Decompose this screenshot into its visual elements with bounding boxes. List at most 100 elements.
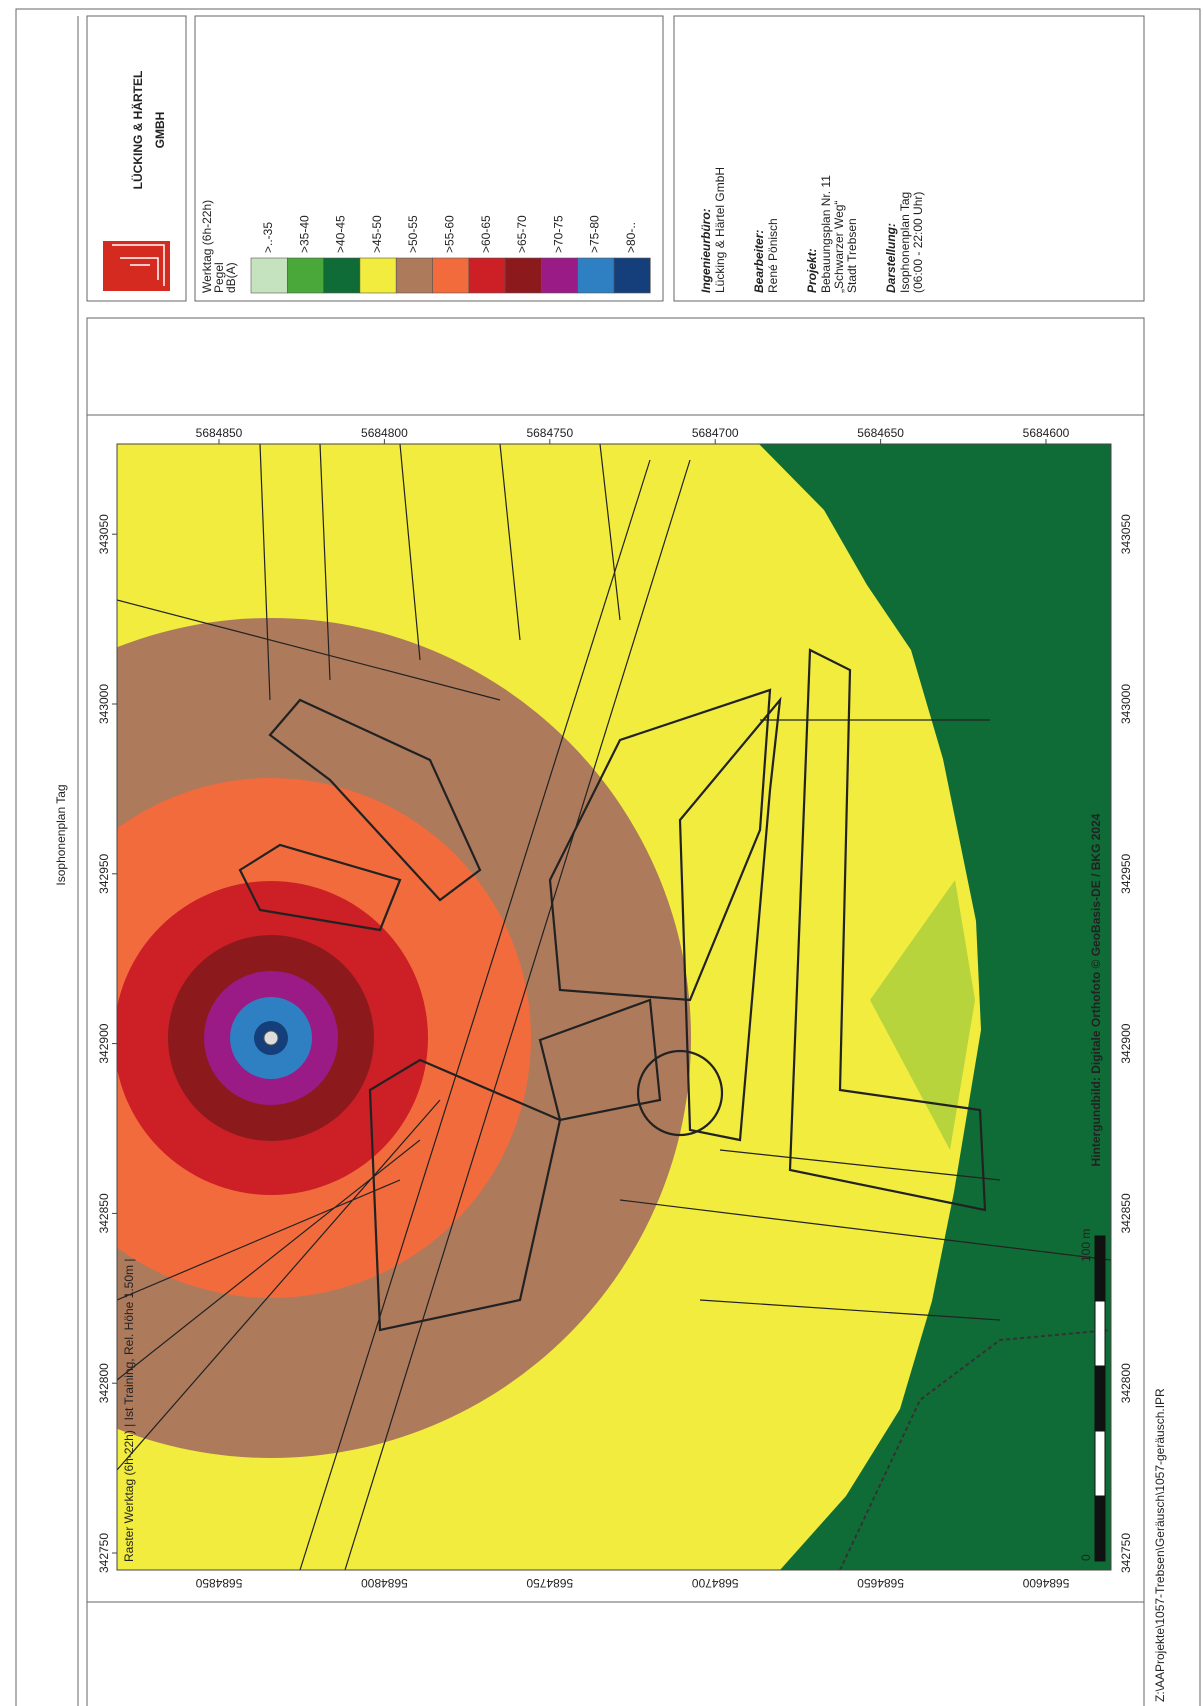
legend-label: >55-60 xyxy=(443,215,457,253)
easting-label: 343050 xyxy=(97,514,111,554)
roundabout xyxy=(636,1049,724,1137)
easting-label: 342950 xyxy=(97,853,111,893)
legend-label: >50-55 xyxy=(406,215,420,253)
scale-bar-segment xyxy=(1094,1235,1106,1302)
scale-bar-segment xyxy=(1094,1365,1106,1432)
northing-label: 5684750 xyxy=(526,426,573,440)
scale-end: 100 m xyxy=(1079,1229,1093,1262)
legend-label: >35-40 xyxy=(297,215,311,253)
info-heading: Darstellung: xyxy=(884,223,898,293)
info-line: René Pönisch xyxy=(766,218,780,293)
legend-header: dB(A) xyxy=(224,262,238,293)
northing-label: 5684850 xyxy=(196,426,243,440)
easting-label: 342800 xyxy=(97,1363,111,1403)
northing-label: 5684850 xyxy=(195,1576,242,1590)
easting-label: 342800 xyxy=(1119,1363,1133,1403)
legend-swatch xyxy=(250,257,288,294)
legend-swatch xyxy=(468,257,506,294)
legend-header: Pegel xyxy=(212,262,226,293)
northing-label: 5684650 xyxy=(857,1576,904,1590)
sheet-border xyxy=(15,8,1201,1706)
northing-label: 5684700 xyxy=(692,1576,739,1590)
info-line: Isophonenplan Tag xyxy=(898,192,912,293)
legend-label: >70-75 xyxy=(551,215,565,253)
parcel-line xyxy=(699,1299,1001,1321)
parcel-line xyxy=(399,444,421,661)
parcel-line xyxy=(719,1149,1001,1181)
copyright: Hintergundbild: Digitale Orthofoto © Geo… xyxy=(1089,813,1103,1166)
info-line: Stadt Trebsen xyxy=(845,218,859,293)
northing-label: 5684600 xyxy=(1023,426,1070,440)
legend-swatch xyxy=(432,257,470,294)
rail-line xyxy=(839,1329,1111,1570)
info-heading: Ingenieurbüro: xyxy=(699,208,713,293)
easting-label: 342750 xyxy=(1119,1533,1133,1573)
empty-box xyxy=(86,317,1145,416)
northing-label: 5684600 xyxy=(1022,1576,1069,1590)
info-line: „Schwarzer Weg“ xyxy=(832,201,846,293)
easting-label: 343000 xyxy=(1119,684,1133,724)
parcel-line xyxy=(117,1099,441,1471)
building-outline xyxy=(238,843,402,932)
company-name: LÜCKING & HÄRTEL xyxy=(130,71,145,190)
parcel-line xyxy=(319,444,331,681)
info-line: Bebauungsplan Nr. 11 xyxy=(819,175,833,293)
legend-swatch xyxy=(613,257,651,294)
legend-label: >80-.. xyxy=(624,222,638,253)
file-path: Z:\AAProjekte\1057-Trebsen\Geräusch\1057… xyxy=(1153,1388,1167,1702)
scale-start: 0 xyxy=(1079,1554,1093,1561)
easting-label: 343050 xyxy=(1119,514,1133,554)
legend-box xyxy=(194,15,664,302)
northing-label: 5684650 xyxy=(857,426,904,440)
parcel-line xyxy=(259,444,271,701)
parcel-line xyxy=(117,1139,421,1381)
legend-swatch xyxy=(541,257,579,294)
info-box xyxy=(673,15,1145,302)
logo-mark xyxy=(103,241,170,291)
northing-label: 5684800 xyxy=(361,1576,408,1590)
legend-swatch xyxy=(286,257,324,294)
easting-label: 342850 xyxy=(97,1193,111,1233)
building-outline xyxy=(538,998,662,1122)
footer-box xyxy=(86,1601,1145,1706)
info-heading: Projekt: xyxy=(805,248,819,293)
easting-label: 342750 xyxy=(97,1533,111,1573)
parcel-line xyxy=(619,1199,1111,1261)
scale-bar-segment xyxy=(1094,1300,1106,1367)
map-border xyxy=(116,443,1112,1571)
building-outline xyxy=(368,1058,562,1332)
info-line: Lücking & Härtel GmbH xyxy=(713,167,727,293)
raster-caption: Raster Werktag (6h-22h) | Ist Training, … xyxy=(122,1259,136,1562)
northing-label: 5684700 xyxy=(692,426,739,440)
info-heading: Bearbeiter: xyxy=(752,230,766,293)
scale-bar-segment xyxy=(1094,1430,1106,1497)
building-outline xyxy=(678,696,782,1142)
building-outline xyxy=(548,688,772,1002)
legend-label: >45-50 xyxy=(370,215,384,253)
noise-source xyxy=(263,1030,279,1046)
scale-bar-segment xyxy=(1094,1495,1106,1562)
company-name: GMBH xyxy=(153,112,167,149)
legend-swatch xyxy=(395,257,433,294)
parcel-line xyxy=(299,459,651,1570)
building-outline xyxy=(268,698,482,902)
easting-label: 343000 xyxy=(97,684,111,724)
legend-label: >..-35 xyxy=(261,222,275,253)
northing-label: 5684800 xyxy=(361,426,408,440)
parcel-line xyxy=(599,444,621,621)
easting-label: 342900 xyxy=(97,1023,111,1063)
legend-swatch xyxy=(577,257,615,294)
parcel-line xyxy=(117,1179,401,1301)
parcel-line xyxy=(344,459,691,1570)
legend-label: >60-65 xyxy=(479,215,493,253)
logo-box xyxy=(86,15,187,302)
info-line: (06:00 - 22:00 Uhr) xyxy=(911,192,925,293)
legend-label: >75-80 xyxy=(588,215,602,253)
zone-40-45 xyxy=(759,444,1111,1570)
parcel-line xyxy=(117,599,501,701)
sheet-title: Isophonenplan Tag xyxy=(54,784,68,885)
legend-label: >40-45 xyxy=(334,215,348,253)
legend-header: Werktag (6h-22h) xyxy=(200,200,214,293)
